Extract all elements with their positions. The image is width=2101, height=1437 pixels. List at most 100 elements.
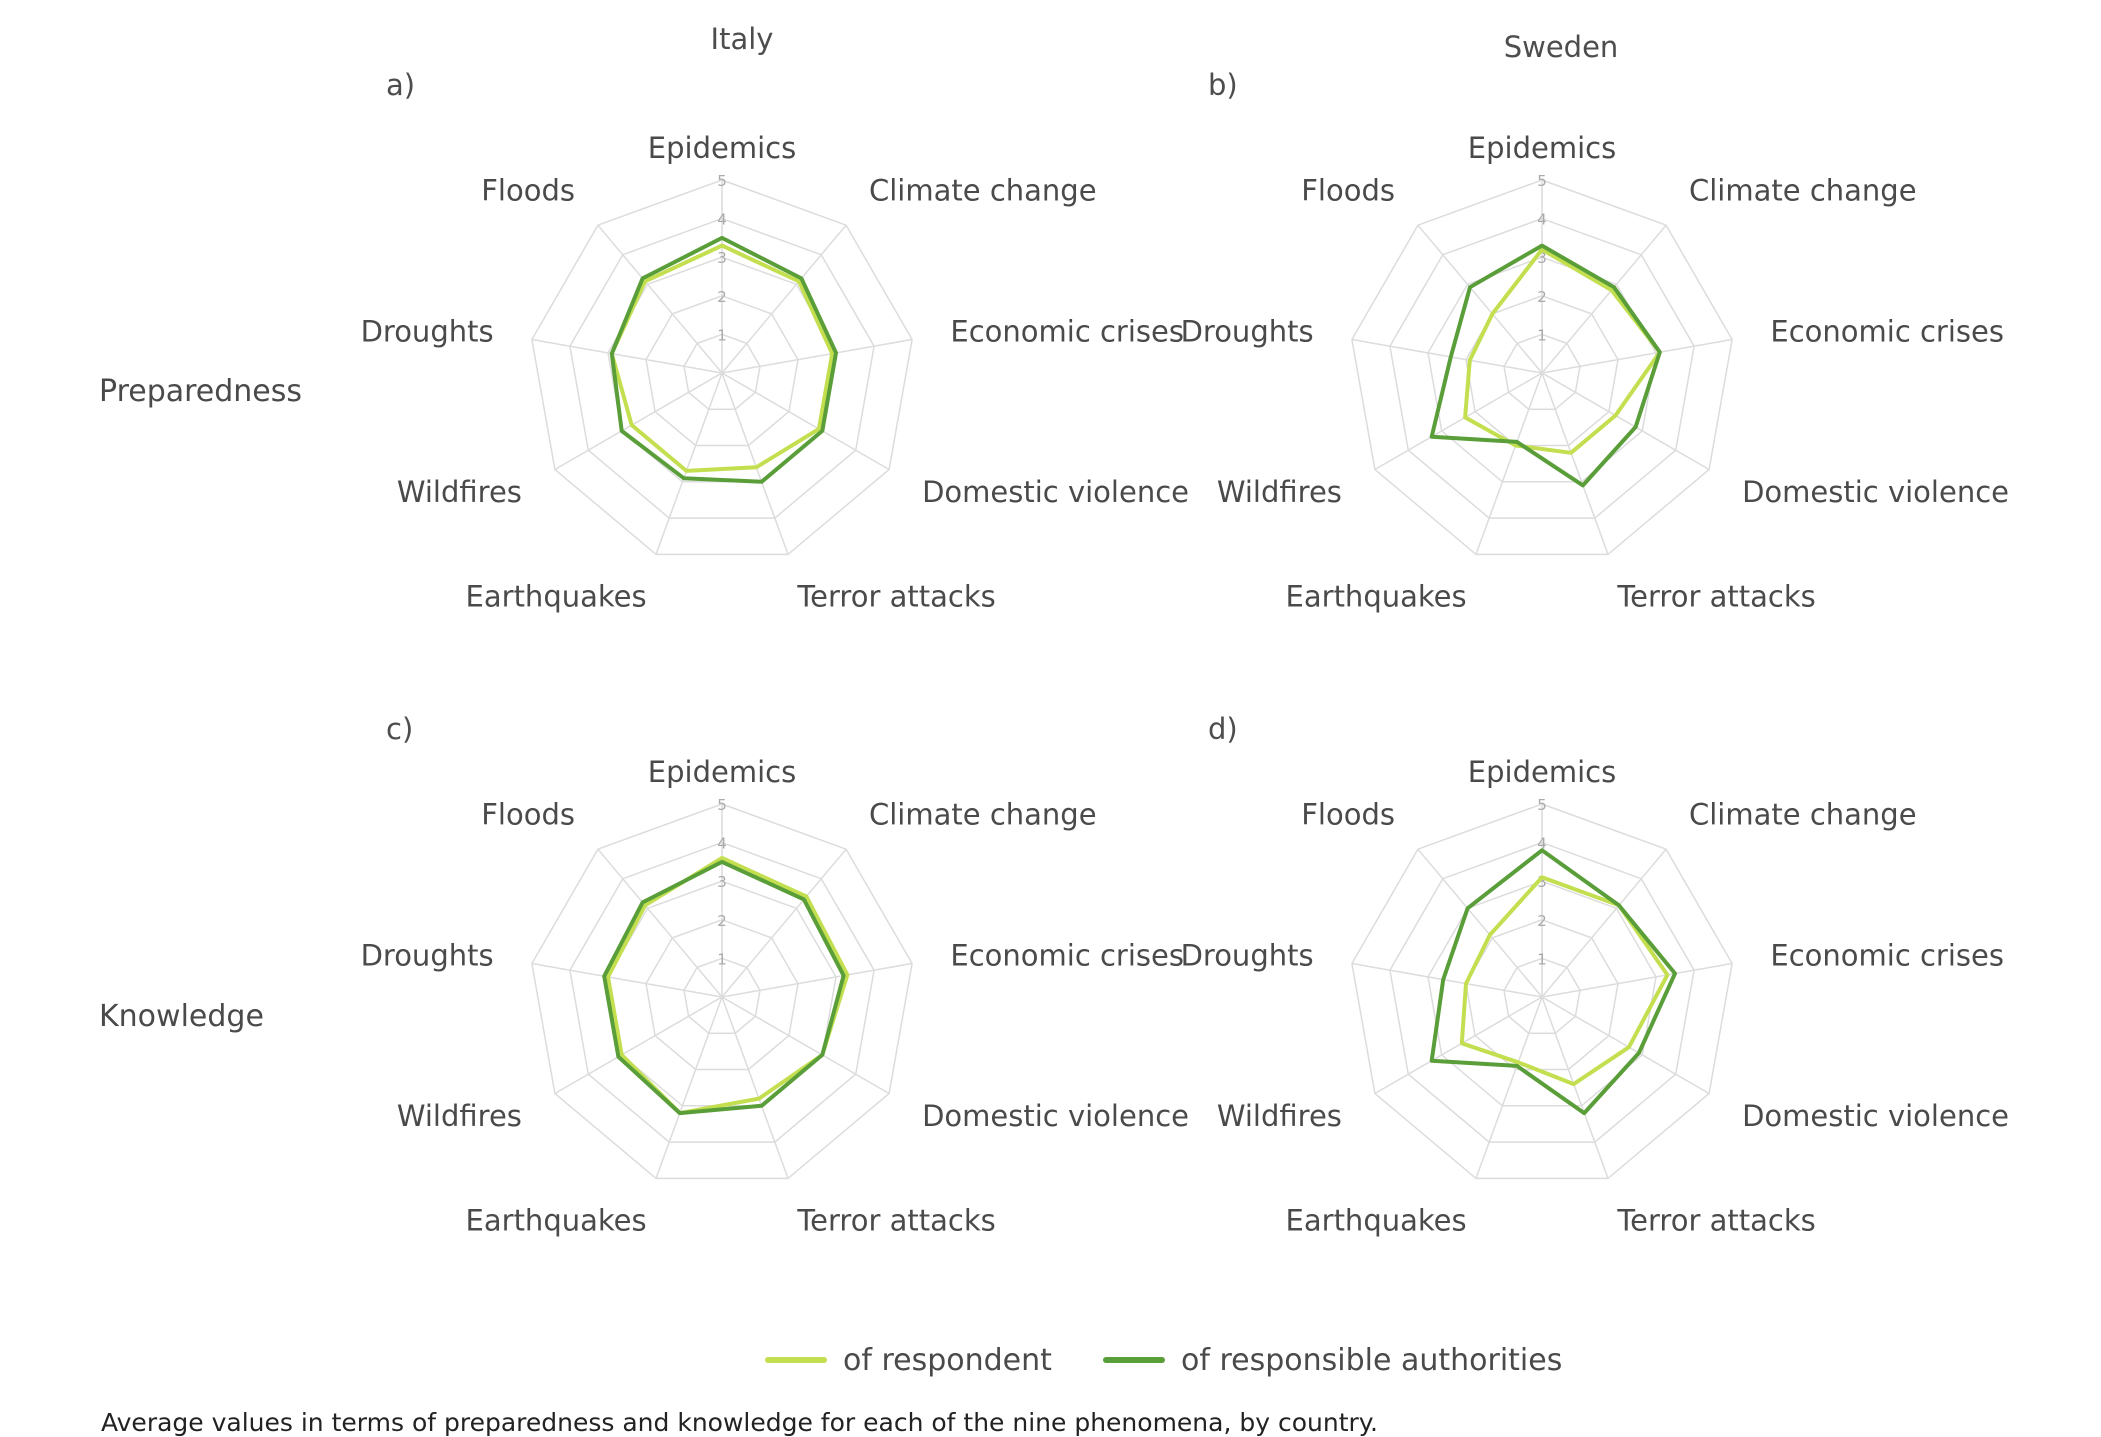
axis-label-floods: Floods	[481, 798, 575, 832]
tick-label-2: 2	[717, 912, 727, 930]
tick-label-3: 3	[1537, 873, 1547, 891]
radar-chart-b-: 1 2 3 4 5 Epidemics Climate change Economic cri…	[1181, 131, 2009, 614]
spoke-earthquakes	[655, 996, 723, 1179]
legend-item-respondent: of respondent	[765, 1340, 1052, 1380]
grid-ring-3	[1427, 880, 1657, 1107]
row-label-preparedness: Preparedness	[99, 374, 303, 409]
axis-label-economic-crises: Economic crises	[950, 315, 1184, 349]
spoke-terror-attacks	[721, 372, 789, 555]
legend-swatch-respondent	[765, 1357, 827, 1363]
grid-ring-5	[531, 803, 913, 1180]
spoke-domestic-violence	[721, 372, 890, 471]
axis-label-terror-attacks: Terror attacks	[1616, 580, 1815, 614]
tick-label-4: 4	[1537, 835, 1547, 853]
tick-label-3: 3	[717, 249, 727, 267]
axis-label-floods: Floods	[1301, 798, 1395, 832]
tick-label-4: 4	[717, 211, 727, 229]
tick-label-1: 1	[1537, 950, 1547, 968]
spoke-earthquakes	[1475, 996, 1543, 1179]
grid-ring-2	[645, 295, 799, 447]
spoke-domestic-violence	[721, 996, 890, 1095]
axis-label-wildfires: Wildfires	[397, 1099, 522, 1133]
column-title-italy: Italy	[710, 22, 774, 56]
grid-ring-2	[645, 919, 799, 1071]
axis-label-domestic-violence: Domestic violence	[1742, 1099, 2009, 1133]
tick-label-2: 2	[1537, 288, 1547, 306]
grid-ring-1	[683, 333, 761, 411]
axis-label-epidemics: Epidemics	[648, 755, 796, 789]
tick-label-5: 5	[1537, 172, 1547, 190]
spoke-economic-crises	[721, 962, 913, 998]
spoke-wildfires	[554, 996, 723, 1095]
axis-label-floods: Floods	[481, 174, 575, 208]
axis-label-climate-change: Climate change	[869, 798, 1097, 832]
series-line-authorities	[602, 859, 846, 1116]
tick-label-5: 5	[717, 796, 727, 814]
spoke-climate-change	[1541, 848, 1667, 998]
radar-chart-c-: 1 2 3 4 5 Epidemics Climate change Economic cri…	[361, 755, 1189, 1238]
spoke-earthquakes	[655, 372, 723, 555]
axis-label-economic-crises: Economic crises	[1770, 939, 2004, 973]
axis-label-terror-attacks: Terror attacks	[796, 1204, 995, 1238]
axis-label-climate-change: Climate change	[869, 174, 1097, 208]
axis-label-wildfires: Wildfires	[1217, 475, 1342, 509]
panel-letter-c: c)	[386, 712, 414, 746]
spoke-climate-change	[721, 224, 847, 374]
tick-label-5: 5	[717, 172, 727, 190]
legend-label-respondent: of respondent	[843, 1342, 1052, 1378]
panel-letter-a: a)	[386, 68, 416, 102]
series-line-respondent	[606, 856, 850, 1116]
axis-label-economic-crises: Economic crises	[950, 939, 1184, 973]
spoke-wildfires	[1374, 372, 1543, 471]
grid-ring-1	[683, 957, 761, 1035]
spoke-floods	[1417, 224, 1543, 374]
axis-label-droughts: Droughts	[361, 939, 494, 973]
tick-label-2: 2	[717, 288, 727, 306]
spoke-wildfires	[1374, 996, 1543, 1095]
grid-ring-4	[1389, 841, 1695, 1143]
grid-ring-5	[1351, 179, 1733, 556]
legend-swatch-authorities	[1103, 1357, 1165, 1363]
tick-label-3: 3	[717, 873, 727, 891]
axis-label-climate-change: Climate change	[1689, 174, 1917, 208]
spoke-domestic-violence	[1541, 996, 1710, 1095]
spoke-droughts	[1351, 962, 1543, 998]
spoke-climate-change	[721, 848, 847, 998]
grid-ring-4	[569, 217, 875, 519]
radar-chart-d-: 1 2 3 4 5 Epidemics Climate change Economic cri…	[1181, 755, 2009, 1238]
tick-label-4: 4	[1537, 211, 1547, 229]
series-line-authorities	[1429, 848, 1677, 1116]
axis-label-epidemics: Epidemics	[648, 131, 796, 165]
axis-label-earthquakes: Earthquakes	[1286, 580, 1467, 614]
axis-label-epidemics: Epidemics	[1468, 755, 1616, 789]
axis-label-terror-attacks: Terror attacks	[796, 580, 995, 614]
series-line-respondent	[1459, 875, 1670, 1087]
axis-label-droughts: Droughts	[1181, 939, 1314, 973]
spoke-droughts	[1351, 338, 1543, 374]
axis-label-epidemics: Epidemics	[1468, 131, 1616, 165]
series-line-respondent	[1463, 247, 1662, 455]
column-title-sweden: Sweden	[1503, 30, 1619, 64]
axis-label-terror-attacks: Terror attacks	[1616, 1204, 1815, 1238]
tick-label-3: 3	[1537, 249, 1547, 267]
axis-label-earthquakes: Earthquakes	[466, 580, 647, 614]
grid-ring-5	[1351, 803, 1733, 1180]
panel-letter-b: b)	[1208, 68, 1238, 102]
spoke-economic-crises	[1541, 338, 1733, 374]
figure-caption: Average values in terms of preparedness …	[101, 1408, 1378, 1437]
series-line-authorities	[1429, 243, 1662, 488]
axis-label-droughts: Droughts	[1181, 315, 1314, 349]
grid-ring-1	[1503, 957, 1581, 1035]
spoke-terror-attacks	[1541, 372, 1609, 555]
tick-label-1: 1	[717, 326, 727, 344]
spoke-floods	[597, 848, 723, 998]
radar-chart-a-: 1 2 3 4 5 Epidemics Climate change Economic cri…	[361, 131, 1189, 614]
axis-label-wildfires: Wildfires	[397, 475, 522, 509]
spoke-domestic-violence	[1541, 372, 1710, 471]
spoke-wildfires	[554, 372, 723, 471]
spoke-economic-crises	[721, 338, 913, 374]
spoke-terror-attacks	[1541, 996, 1609, 1179]
axis-label-domestic-violence: Domestic violence	[922, 475, 1189, 509]
